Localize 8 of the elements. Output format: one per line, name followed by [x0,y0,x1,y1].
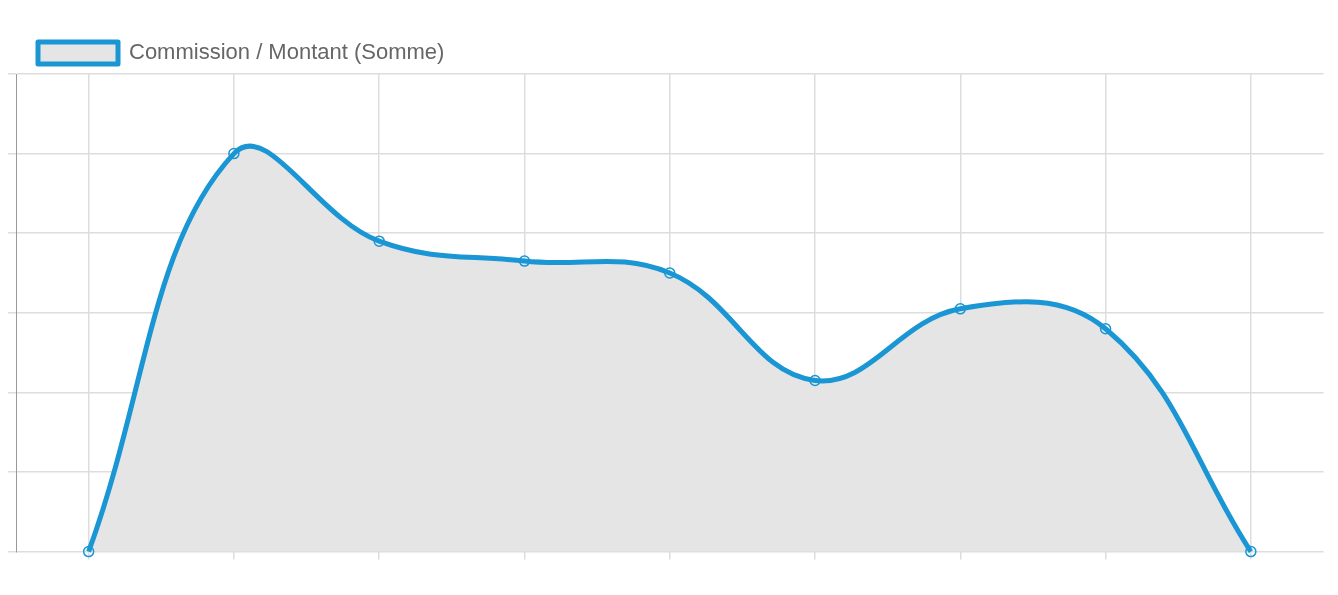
point [664,267,676,279]
point [518,255,531,267]
legend-label: Commission / Montant (Somme) [129,39,445,65]
point [1099,322,1112,335]
point [954,303,967,315]
point [228,147,240,160]
point [809,374,821,387]
point [373,235,385,247]
